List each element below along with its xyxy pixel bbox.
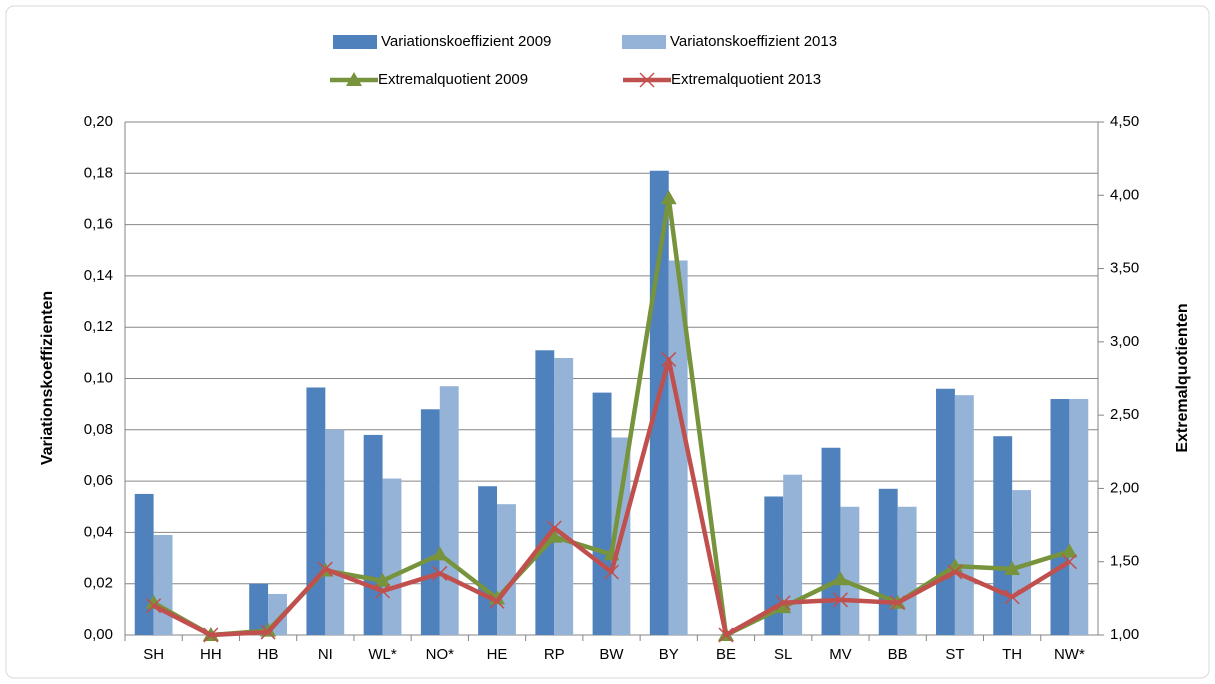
x-tick-label: SH bbox=[143, 646, 164, 663]
marker bbox=[203, 627, 219, 643]
y-axis-title: Variationskoeffizienten bbox=[39, 291, 56, 465]
y-tick-label: 0,00 bbox=[84, 626, 113, 643]
x-tick-label: SL bbox=[774, 646, 792, 663]
legend-label: Variatonskoeffizient 2013 bbox=[670, 33, 837, 50]
x-tick-label: BE bbox=[716, 646, 736, 663]
marker bbox=[718, 627, 734, 643]
x-tick-label: BY bbox=[659, 646, 679, 663]
y2-tick-label: 3,50 bbox=[1110, 260, 1139, 277]
bar bbox=[363, 434, 383, 635]
bar bbox=[840, 506, 860, 635]
bar bbox=[249, 583, 269, 635]
marker bbox=[546, 520, 562, 536]
bar bbox=[153, 534, 173, 635]
y-tick-label: 0,12 bbox=[84, 318, 113, 335]
marker bbox=[374, 572, 391, 587]
marker bbox=[317, 561, 333, 577]
y2-tick-label: 4,00 bbox=[1110, 186, 1139, 203]
x-tick-label: BW bbox=[599, 646, 624, 663]
bar bbox=[478, 486, 498, 635]
bar bbox=[783, 474, 803, 635]
y2-axis-title: Extremalquotienten bbox=[1174, 303, 1191, 452]
bar bbox=[439, 386, 459, 635]
legend-swatch bbox=[622, 35, 666, 49]
y-tick-label: 0,14 bbox=[84, 267, 113, 284]
bar bbox=[420, 409, 440, 635]
marker bbox=[1061, 543, 1078, 558]
marker bbox=[775, 595, 791, 611]
x-tick-label: NO* bbox=[426, 646, 455, 663]
x-tick-label: TH bbox=[1002, 646, 1022, 663]
marker bbox=[947, 564, 963, 580]
bar bbox=[936, 388, 955, 635]
x-tick-label: WL* bbox=[368, 646, 397, 663]
marker bbox=[890, 595, 906, 611]
y-tick-label: 0,18 bbox=[84, 164, 113, 181]
bar bbox=[325, 429, 345, 635]
x-tick-label: HE bbox=[487, 646, 508, 663]
y2-tick-label: 2,50 bbox=[1110, 406, 1139, 423]
marker bbox=[375, 583, 391, 599]
x-tick-label: NI bbox=[318, 646, 333, 663]
x-tick-label: RP bbox=[544, 646, 565, 663]
bar bbox=[535, 350, 555, 635]
marker bbox=[432, 565, 448, 581]
bar bbox=[554, 357, 574, 635]
bar bbox=[954, 395, 974, 635]
marker bbox=[1061, 554, 1077, 570]
legend-label: Extremalquotient 2009 bbox=[378, 71, 528, 88]
bar bbox=[306, 387, 326, 635]
x-tick-label: HB bbox=[258, 646, 279, 663]
bar bbox=[497, 504, 516, 635]
marker bbox=[603, 564, 620, 580]
x-tick-label: MV bbox=[829, 646, 852, 663]
marker bbox=[346, 72, 362, 86]
bar bbox=[878, 488, 898, 635]
x-tick-label: NW* bbox=[1054, 646, 1085, 663]
bar bbox=[592, 392, 612, 635]
y2-tick-label: 3,00 bbox=[1110, 333, 1139, 350]
marker bbox=[431, 546, 448, 561]
y2-tick-label: 4,50 bbox=[1110, 113, 1139, 130]
marker bbox=[660, 190, 677, 205]
bar bbox=[764, 496, 784, 635]
x-tick-label: BB bbox=[888, 646, 908, 663]
legend-label: Variationskoeffizient 2009 bbox=[381, 33, 551, 50]
marker bbox=[639, 72, 655, 88]
y-tick-label: 0,04 bbox=[84, 523, 113, 540]
marker bbox=[1004, 589, 1020, 605]
marker bbox=[775, 599, 792, 614]
marker bbox=[661, 351, 677, 367]
y2-tick-label: 1,50 bbox=[1110, 553, 1139, 570]
marker bbox=[832, 571, 849, 586]
legend-label: Extremalquotient 2013 bbox=[671, 71, 821, 88]
y-tick-label: 0,06 bbox=[84, 472, 113, 489]
bar bbox=[134, 493, 154, 635]
y-tick-label: 0,20 bbox=[84, 113, 113, 130]
marker bbox=[832, 592, 848, 608]
bar bbox=[1012, 490, 1032, 635]
marker bbox=[260, 624, 276, 640]
x-tick-label: HH bbox=[200, 646, 222, 663]
y-tick-label: 0,16 bbox=[84, 216, 113, 233]
bar bbox=[897, 506, 917, 635]
bar bbox=[993, 436, 1013, 635]
marker bbox=[546, 528, 563, 543]
legend-swatch bbox=[333, 35, 377, 49]
bar bbox=[1069, 399, 1089, 635]
bar bbox=[1050, 399, 1070, 635]
y-tick-label: 0,08 bbox=[84, 421, 113, 438]
bar bbox=[382, 478, 402, 635]
y2-tick-label: 2,00 bbox=[1110, 479, 1139, 496]
bar bbox=[821, 447, 841, 635]
x-tick-label: ST bbox=[945, 646, 964, 663]
y-tick-label: 0,10 bbox=[84, 369, 113, 386]
marker bbox=[489, 593, 505, 609]
marker bbox=[1004, 561, 1021, 576]
y-tick-label: 0,02 bbox=[84, 575, 113, 592]
y2-tick-label: 1,00 bbox=[1110, 626, 1139, 643]
marker bbox=[146, 598, 162, 614]
